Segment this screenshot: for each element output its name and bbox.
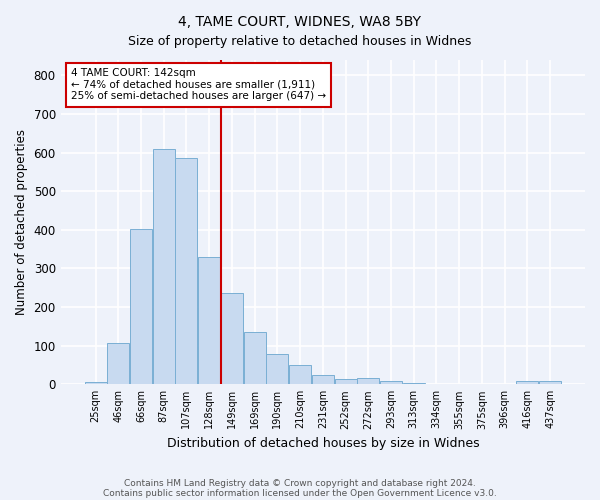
Bar bbox=[539, 381, 561, 384]
Text: Contains HM Land Registry data © Crown copyright and database right 2024.: Contains HM Land Registry data © Crown c… bbox=[124, 478, 476, 488]
Bar bbox=[312, 375, 334, 384]
Bar bbox=[380, 381, 402, 384]
Y-axis label: Number of detached properties: Number of detached properties bbox=[15, 129, 28, 315]
Bar bbox=[85, 382, 107, 384]
Bar bbox=[289, 365, 311, 384]
Bar bbox=[517, 381, 538, 384]
Bar bbox=[107, 344, 129, 384]
X-axis label: Distribution of detached houses by size in Widnes: Distribution of detached houses by size … bbox=[167, 437, 479, 450]
Bar bbox=[403, 383, 425, 384]
Bar bbox=[335, 378, 356, 384]
Text: Contains public sector information licensed under the Open Government Licence v3: Contains public sector information licen… bbox=[103, 488, 497, 498]
Text: Size of property relative to detached houses in Widnes: Size of property relative to detached ho… bbox=[128, 35, 472, 48]
Text: 4, TAME COURT, WIDNES, WA8 5BY: 4, TAME COURT, WIDNES, WA8 5BY bbox=[179, 15, 421, 29]
Bar bbox=[357, 378, 379, 384]
Bar bbox=[244, 332, 266, 384]
Bar bbox=[152, 149, 175, 384]
Text: 4 TAME COURT: 142sqm
← 74% of detached houses are smaller (1,911)
25% of semi-de: 4 TAME COURT: 142sqm ← 74% of detached h… bbox=[71, 68, 326, 102]
Bar bbox=[266, 354, 289, 384]
Bar bbox=[198, 257, 220, 384]
Bar bbox=[130, 230, 152, 384]
Bar bbox=[221, 293, 243, 384]
Bar bbox=[175, 158, 197, 384]
